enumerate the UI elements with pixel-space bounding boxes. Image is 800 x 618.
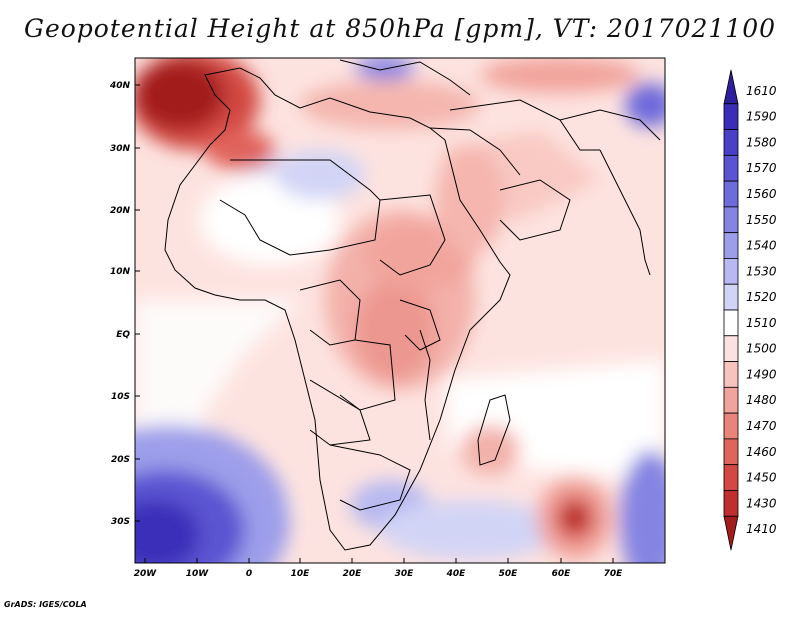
colorbar-swatch bbox=[723, 309, 739, 337]
colorbar-swatch bbox=[723, 386, 739, 414]
lat-label: 20N bbox=[110, 206, 131, 216]
lon-label: 0 bbox=[246, 569, 252, 579]
colorbar-swatch bbox=[723, 206, 739, 234]
colorbar-label: 1490 bbox=[746, 367, 777, 381]
lat-label: EQ bbox=[116, 330, 130, 340]
colorbar-swatch bbox=[723, 464, 739, 491]
colorbar-label: 1550 bbox=[746, 213, 777, 227]
colorbar-swatch bbox=[723, 412, 739, 440]
colorbar-label: 1520 bbox=[746, 290, 777, 304]
colorbar-swatch bbox=[723, 335, 739, 362]
colorbar-swatch bbox=[723, 129, 739, 156]
colorbar-swatch bbox=[723, 515, 739, 551]
lat-label: 30N bbox=[110, 144, 131, 154]
lat-label: 40N bbox=[109, 81, 131, 91]
colorbar-label: 1590 bbox=[746, 110, 777, 124]
colorbar-label: 1570 bbox=[746, 161, 777, 175]
colorbar-label: 1450 bbox=[746, 471, 777, 485]
colorbar-label: 1470 bbox=[746, 419, 777, 433]
coastlines bbox=[164, 59, 661, 551]
map-title: Geopotential Height at 850hPa [gpm], VT:… bbox=[23, 14, 777, 43]
latitude-labels: 40N 30N 20N 10N EQ 10S 20S 30S bbox=[109, 81, 140, 527]
height-field bbox=[135, 58, 665, 563]
colorbar-label: 1530 bbox=[746, 264, 777, 278]
lat-label: 30S bbox=[111, 517, 130, 527]
colorbar-label: 1410 bbox=[746, 522, 777, 536]
colorbar-label: 1500 bbox=[746, 342, 777, 356]
colorbar-label: 1510 bbox=[746, 316, 777, 330]
colorbar-swatch bbox=[723, 154, 739, 182]
colorbar-swatch bbox=[723, 490, 739, 517]
lon-label: 20W bbox=[134, 569, 158, 579]
colorbar-label: 1460 bbox=[746, 445, 777, 459]
lon-label: 60E bbox=[552, 569, 572, 579]
colorbar-label: 1540 bbox=[746, 239, 777, 253]
lon-label: 30E bbox=[395, 569, 415, 579]
lon-label: 10E bbox=[291, 569, 311, 579]
colorbar: 1610 1590 1580 1570 1560 1550 1540 1530 1520 1510… bbox=[723, 69, 777, 551]
colorbar-swatch bbox=[723, 283, 739, 311]
map-frame bbox=[134, 57, 666, 564]
credit-text: GrADS: IGES/COLA bbox=[4, 600, 87, 609]
colorbar-swatch bbox=[723, 232, 739, 259]
colorbar-label: 1580 bbox=[746, 135, 777, 149]
longitude-labels: 20W 10W 0 10E 20E 30E 40E 50E 60E 70E bbox=[134, 558, 623, 579]
colorbar-swatch bbox=[723, 361, 739, 388]
colorbar-swatch bbox=[723, 69, 739, 105]
lon-label: 70E bbox=[604, 569, 624, 579]
colorbar-label: 1610 bbox=[746, 84, 777, 98]
lat-label: 10S bbox=[111, 392, 130, 402]
lat-label: 20S bbox=[111, 455, 130, 465]
lon-label: 40E bbox=[446, 569, 467, 579]
colorbar-label: 1480 bbox=[746, 393, 777, 407]
colorbar-label: 1560 bbox=[746, 187, 777, 201]
colorbar-swatch bbox=[723, 258, 739, 285]
colorbar-swatch bbox=[723, 438, 739, 466]
lon-label: 20E bbox=[343, 569, 363, 579]
colorbar-label: 1430 bbox=[746, 496, 777, 510]
colorbar-swatch bbox=[723, 180, 739, 208]
lon-label: 50E bbox=[499, 569, 519, 579]
colorbar-swatch bbox=[723, 103, 739, 130]
lat-label: 10N bbox=[110, 267, 131, 277]
lon-label: 10W bbox=[186, 569, 210, 579]
